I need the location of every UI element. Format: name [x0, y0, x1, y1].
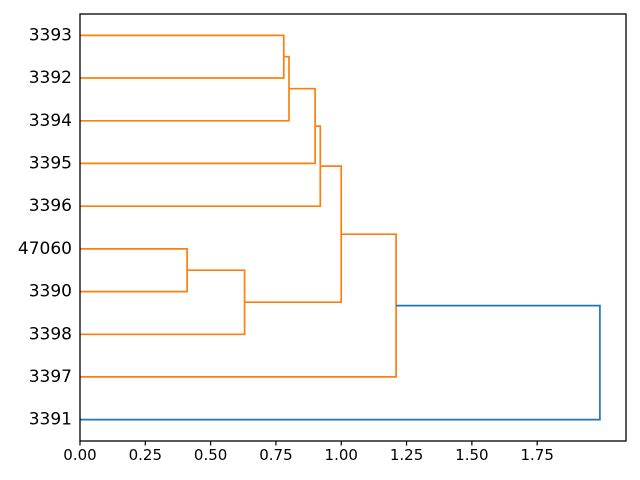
leaf-label-3391: 3391 — [29, 410, 72, 430]
leaf-label-3393: 3393 — [29, 25, 72, 45]
x-tick-label-5: 1.25 — [390, 446, 423, 464]
plot-border — [79, 13, 627, 442]
leaf-label-3398: 3398 — [29, 324, 72, 344]
leaf-label-3392: 3392 — [29, 68, 72, 88]
x-tick-label-1: 0.25 — [129, 446, 162, 464]
dendrogram-link-M7 — [80, 233, 397, 378]
leaf-label-3394: 3394 — [29, 111, 72, 131]
dendrogram-link-M2 — [80, 87, 316, 165]
x-tick-label-7: 1.75 — [520, 446, 553, 464]
dendrogram-link-M0 — [80, 34, 285, 79]
x-tick-label-6: 1.50 — [455, 446, 488, 464]
x-tick-label-4: 1.00 — [325, 446, 358, 464]
dendrogram-link-M5 — [80, 269, 246, 336]
leaf-label-3396: 3396 — [29, 196, 72, 216]
leaf-label-3395: 3395 — [29, 153, 72, 173]
dendrogram-link-M3 — [80, 125, 322, 208]
x-tick-label-2: 0.50 — [194, 446, 227, 464]
leaf-label-47060: 47060 — [18, 239, 72, 259]
dendrogram-link-M4 — [80, 248, 188, 293]
x-tick-label-0: 0.00 — [63, 446, 96, 464]
dendrogram-link-M8 — [80, 304, 601, 421]
dendrogram-link-M6 — [244, 165, 343, 304]
leaf-label-3397: 3397 — [29, 367, 72, 387]
dendrogram-link-M1 — [80, 55, 290, 122]
x-tick-label-3: 0.75 — [259, 446, 292, 464]
leaf-label-3390: 3390 — [29, 282, 72, 302]
